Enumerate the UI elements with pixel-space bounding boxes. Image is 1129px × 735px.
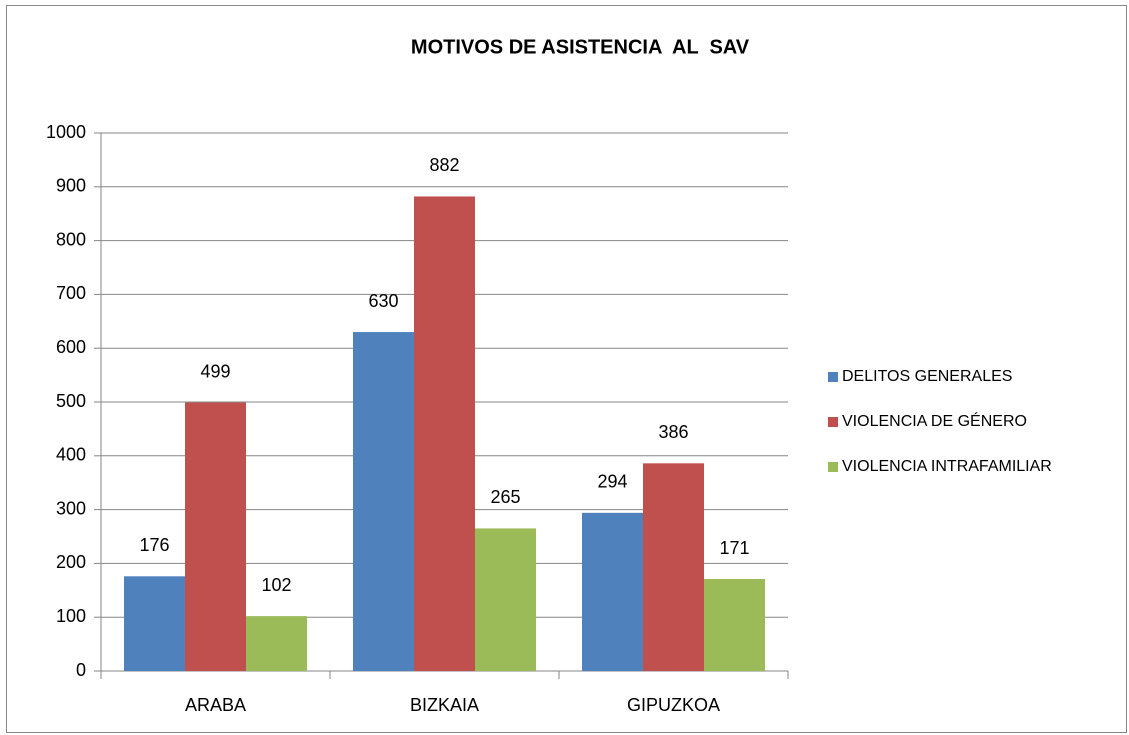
data-label: 294 [597,472,627,492]
data-label: 176 [139,535,169,555]
bar [246,616,307,671]
x-tick-label: GIPUZKOA [627,695,720,715]
legend-label: DELITOS GENERALES [842,368,1012,385]
data-label: 386 [658,422,688,442]
y-tick-label: 100 [56,606,86,626]
x-tick-label: ARABA [185,695,246,715]
bar [353,332,414,671]
bar [414,196,475,671]
bar [185,402,246,671]
y-tick-label: 300 [56,498,86,518]
x-tick-label: BIZKAIA [410,695,479,715]
y-tick-label: 400 [56,445,86,465]
y-tick-label: 1000 [46,122,86,142]
y-tick-label: 600 [56,337,86,357]
chart-title: MOTIVOS DE ASISTENCIA AL SAV [411,36,750,58]
bar [475,528,536,671]
legend-swatch [828,417,838,427]
data-label: 882 [429,155,459,175]
legend-label: VIOLENCIA INTRAFAMILIAR [842,458,1052,475]
data-label: 102 [261,575,291,595]
data-label: 265 [490,487,520,507]
legend-swatch [828,372,838,382]
y-tick-label: 0 [76,660,86,680]
y-tick-label: 200 [56,552,86,572]
bar [704,579,765,671]
y-tick-label: 800 [56,229,86,249]
data-label: 499 [200,361,230,381]
bar [643,463,704,671]
y-tick-label: 900 [56,176,86,196]
legend-label: VIOLENCIA DE GÉNERO [842,411,1027,430]
bar [124,576,185,671]
data-label: 171 [719,538,749,558]
data-label: 630 [368,291,398,311]
y-tick-label: 700 [56,283,86,303]
bar [582,512,643,671]
y-tick-label: 500 [56,391,86,411]
legend-swatch [828,462,838,472]
